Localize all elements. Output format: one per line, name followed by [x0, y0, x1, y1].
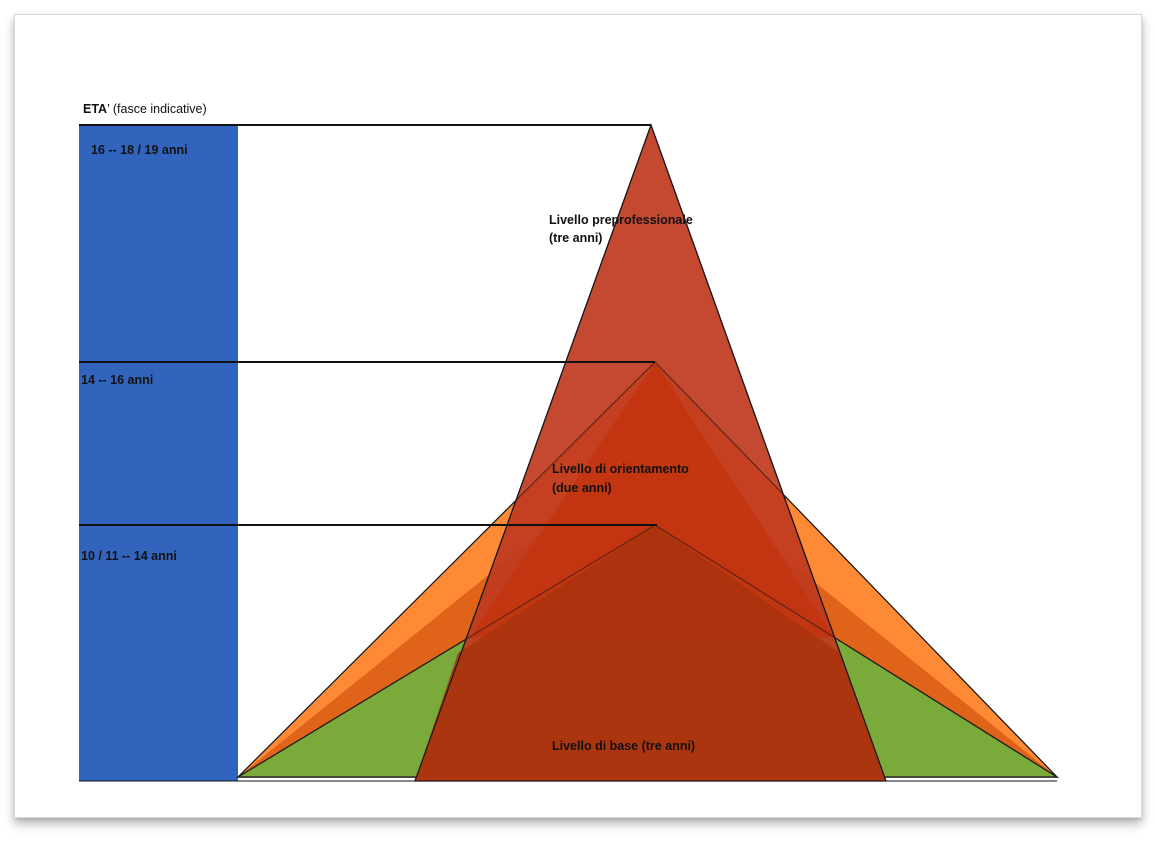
base-overlap-region	[415, 525, 886, 781]
age-bar	[79, 125, 238, 781]
age-band-label-16-19: 16 -- 18 / 19 anni	[91, 143, 188, 157]
orientation-label-line1: Livello di orientamento	[552, 462, 689, 476]
orientation-label-line2: (due anni)	[552, 481, 612, 495]
orientation-overlap-region	[471, 362, 834, 637]
preprofessional-label-line2: (tre anni)	[549, 231, 602, 245]
preprofessional-label-line1: Livello preprofessionale	[549, 213, 693, 227]
age-band-label-14-16: 14 -- 16 anni	[81, 373, 153, 387]
age-band-label-10-14: 10 / 11 -- 14 anni	[81, 549, 177, 563]
base-label: Livello di base (tre anni)	[552, 739, 695, 753]
age-heading: ETA’ (fasce indicative)	[83, 102, 207, 116]
